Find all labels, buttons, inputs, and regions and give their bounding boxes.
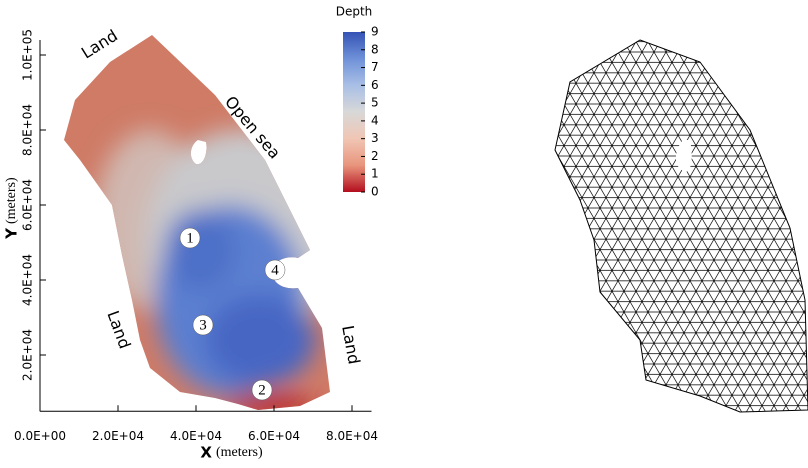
marker-label: 2	[258, 382, 266, 398]
y-tick-label: 2.0E+04	[21, 329, 35, 381]
colorbar	[343, 32, 365, 192]
x-tick-label: 6.0E+04	[248, 429, 300, 443]
depth-field	[64, 35, 330, 410]
annotation: Land	[338, 324, 363, 366]
colorbar-tick-label: 3	[371, 131, 379, 145]
colorbar-tick-label: 0	[371, 185, 379, 199]
marker-label: 3	[199, 317, 207, 333]
axes: 0.0E+00 2.0E+04 4.0E+04 6.0E+04 8.0E+04 2.0E+…	[14, 29, 378, 443]
colorbar-tick-label: 6	[371, 78, 379, 92]
x-tick-label: 0.0E+00	[14, 429, 66, 443]
y-axis-label: Y	[3, 227, 21, 240]
y-tick-label: 8.0E+04	[21, 104, 35, 156]
colorbar-tick-label: 1	[371, 167, 379, 181]
x-tick-label: 8.0E+04	[326, 429, 378, 443]
x-axis-label: X	[200, 444, 212, 462]
x-axis-unit: (meters)	[216, 445, 263, 460]
colorbar-tick-label: 5	[371, 96, 379, 110]
colorbar-title: Depth	[336, 5, 373, 19]
colorbar-tick-label: 2	[371, 149, 379, 163]
y-tick-label: 4.0E+04	[21, 254, 35, 306]
colorbar-tick-label: 4	[371, 113, 379, 127]
mesh-outline	[554, 39, 808, 413]
x-tick-label: 4.0E+04	[170, 429, 222, 443]
marker-label: 4	[271, 262, 279, 278]
colorbar-tick-label: 9	[371, 25, 379, 39]
colorbar-tick-label: 7	[371, 60, 379, 74]
marker-label: 1	[186, 230, 194, 246]
y-tick-label: 6.0E+04	[21, 179, 35, 231]
annotation: Land	[78, 26, 121, 63]
markers: 1 2 3 4	[179, 227, 286, 401]
colorbar-tick-label: 8	[371, 42, 379, 56]
x-tick-label: 2.0E+04	[92, 429, 144, 443]
annotation: Land	[103, 308, 134, 351]
y-tick-label: 1.0E+05	[21, 29, 35, 81]
y-axis-unit: (meters)	[4, 177, 19, 224]
